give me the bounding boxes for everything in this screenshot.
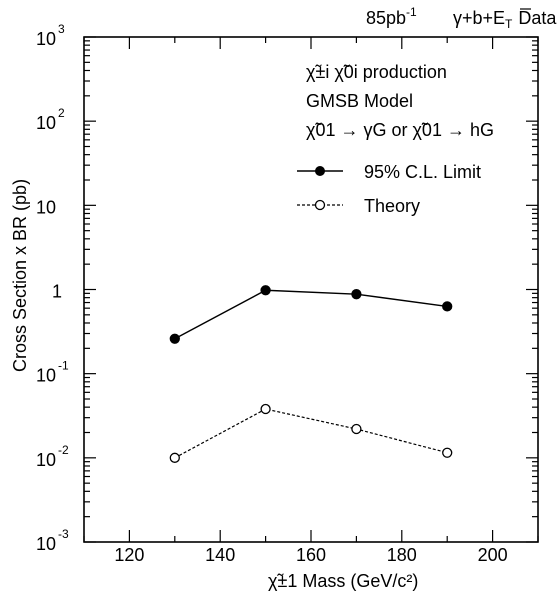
y-tick-label: 10 -1 <box>36 359 69 386</box>
x-tick-label: 180 <box>387 545 417 565</box>
y-tick-label: 10 <box>36 197 56 217</box>
x-tick-label: 140 <box>205 545 235 565</box>
legend-marker-limit <box>315 166 325 176</box>
data-point-1-0 <box>169 452 180 463</box>
x-axis-title: χ̃±1 Mass (GeV/c²) <box>268 571 418 591</box>
annotation-model: GMSB Model <box>306 91 413 111</box>
y-axis-title: Cross Section x BR (pb) <box>10 179 30 372</box>
data-point-1-2 <box>351 423 362 435</box>
data-point-0-3 <box>442 301 453 312</box>
y-tick-label: 1 <box>52 282 62 302</box>
header-channel: γ+b+ET Data <box>453 8 557 31</box>
header-lumi: 85pb-1 <box>366 5 417 28</box>
legend-label-theory: Theory <box>364 196 420 216</box>
x-tick-label: 160 <box>296 545 326 565</box>
axis-ticks <box>83 36 539 543</box>
legend-label-limit: 95% C.L. Limit <box>364 162 481 182</box>
data-point-1-1 <box>260 403 271 415</box>
y-tick-label: 10 3 <box>36 22 65 49</box>
y-tick-label: 10 -2 <box>36 443 69 470</box>
legend: 95% C.L. Limit Theory <box>297 162 481 216</box>
y-tick-label: 10 -3 <box>36 527 69 554</box>
annotation-decay: χ̃01 → γG or χ̃01 → hG <box>306 120 494 140</box>
x-tick-labels: 120 140 160 180 200 <box>114 545 507 565</box>
y-tick-label: 10 2 <box>36 106 65 133</box>
x-tick-label: 200 <box>478 545 508 565</box>
legend-marker-theory <box>314 199 326 211</box>
series-line-1 <box>174 408 448 459</box>
annotation-production: χ̃±i χ̃0i production <box>306 62 447 82</box>
data-point-1-3 <box>442 447 453 458</box>
plot-frame <box>83 36 539 543</box>
series-group <box>169 285 453 463</box>
series-line-0 <box>174 289 448 340</box>
data-point-0-1 <box>260 285 271 296</box>
x-tick-label: 120 <box>114 545 144 565</box>
data-point-0-0 <box>169 333 180 344</box>
data-point-0-2 <box>351 289 362 300</box>
